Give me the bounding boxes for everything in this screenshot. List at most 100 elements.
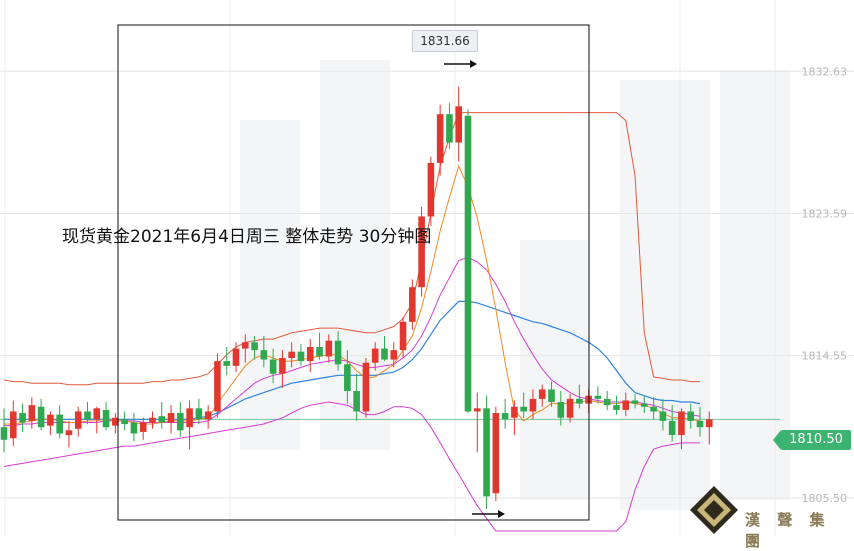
candle bbox=[112, 413, 119, 434]
candle bbox=[65, 420, 73, 448]
candle bbox=[641, 395, 648, 414]
ma-long-line bbox=[4, 300, 701, 420]
candle bbox=[177, 402, 184, 437]
candle bbox=[47, 411, 54, 436]
candle bbox=[223, 346, 231, 376]
candle bbox=[9, 400, 17, 447]
skyline-building bbox=[520, 240, 590, 500]
candle-body bbox=[74, 411, 82, 429]
candle-body bbox=[28, 405, 36, 421]
candle bbox=[427, 156, 435, 226]
candle bbox=[241, 334, 249, 363]
low-arrow bbox=[472, 510, 505, 518]
candle-body bbox=[529, 398, 537, 412]
candle bbox=[149, 411, 156, 429]
candle-body bbox=[130, 422, 138, 434]
candle bbox=[594, 386, 602, 404]
candle bbox=[325, 334, 333, 363]
candle-body bbox=[687, 411, 695, 421]
candle bbox=[446, 103, 453, 149]
candle-body bbox=[112, 417, 119, 426]
candle-body bbox=[566, 398, 574, 418]
candle bbox=[167, 405, 175, 434]
candle bbox=[130, 413, 138, 442]
candle bbox=[436, 104, 444, 176]
candle-body bbox=[251, 342, 258, 351]
candle bbox=[390, 342, 398, 368]
candlestick-chart: 1832.63 1823.59 1814.55 1805.50 bbox=[0, 0, 854, 537]
candle bbox=[631, 394, 639, 409]
candle-body bbox=[548, 389, 555, 403]
candle-body bbox=[464, 115, 472, 412]
candle-body bbox=[641, 403, 648, 407]
candle-body bbox=[501, 413, 509, 420]
candle bbox=[362, 357, 370, 418]
background-skyline bbox=[240, 60, 790, 510]
candle-body bbox=[306, 346, 314, 362]
highlight-box bbox=[117, 24, 590, 521]
candle-body bbox=[102, 409, 110, 428]
candle bbox=[511, 400, 518, 436]
candle bbox=[520, 392, 527, 418]
candle bbox=[371, 342, 379, 371]
candle bbox=[473, 392, 481, 453]
candle-body bbox=[47, 414, 54, 426]
candle-body bbox=[177, 413, 184, 431]
candle-body bbox=[167, 413, 175, 423]
candle-body bbox=[19, 413, 26, 423]
candle-body bbox=[121, 419, 128, 425]
candle-body bbox=[538, 389, 546, 399]
candles bbox=[0, 86, 713, 509]
candle bbox=[102, 402, 110, 431]
candle bbox=[501, 398, 509, 429]
candle bbox=[409, 279, 416, 330]
candle-body bbox=[297, 351, 305, 362]
candle bbox=[297, 343, 305, 366]
candle-body bbox=[158, 416, 166, 423]
candle-body bbox=[390, 350, 398, 360]
candle bbox=[204, 405, 212, 429]
candle-body bbox=[362, 362, 370, 412]
candle bbox=[650, 397, 657, 420]
candle bbox=[576, 384, 583, 409]
candle-body bbox=[279, 357, 286, 374]
candle bbox=[418, 207, 425, 297]
candle bbox=[74, 406, 82, 437]
candle-body bbox=[483, 408, 490, 497]
candle bbox=[251, 335, 258, 360]
candle-body bbox=[93, 408, 101, 420]
skyline-building bbox=[240, 120, 300, 450]
candle bbox=[195, 398, 203, 425]
candle-body bbox=[353, 391, 360, 412]
y-tick-label: 1823.59 bbox=[802, 207, 848, 220]
skyline-building bbox=[320, 60, 390, 450]
candle bbox=[288, 342, 295, 368]
candle-body bbox=[603, 398, 611, 406]
bollinger-lower-line bbox=[3, 401, 700, 532]
candle-body bbox=[631, 400, 639, 404]
candle bbox=[529, 389, 537, 420]
candle-body bbox=[149, 417, 156, 423]
candle-body bbox=[427, 162, 435, 217]
candle-body bbox=[84, 411, 91, 420]
candle bbox=[269, 348, 277, 384]
candle-body bbox=[473, 408, 481, 412]
skyline-building bbox=[620, 80, 710, 510]
ma-short-line bbox=[4, 164, 701, 425]
y-axis: 1832.63 1823.59 1814.55 1805.50 bbox=[802, 65, 848, 505]
candle-body bbox=[9, 411, 17, 439]
candle bbox=[492, 406, 500, 502]
candle-body bbox=[260, 350, 268, 360]
candle bbox=[316, 332, 323, 360]
candle bbox=[186, 400, 193, 450]
candle bbox=[344, 350, 351, 404]
y-tick-label: 1805.50 bbox=[802, 492, 848, 505]
candle-body bbox=[696, 420, 704, 428]
candle bbox=[37, 398, 45, 431]
skyline-building bbox=[720, 70, 790, 500]
candle bbox=[28, 397, 36, 429]
candle-body bbox=[492, 413, 500, 494]
candle bbox=[548, 381, 555, 407]
candle bbox=[353, 373, 360, 421]
candle-body bbox=[0, 427, 8, 440]
